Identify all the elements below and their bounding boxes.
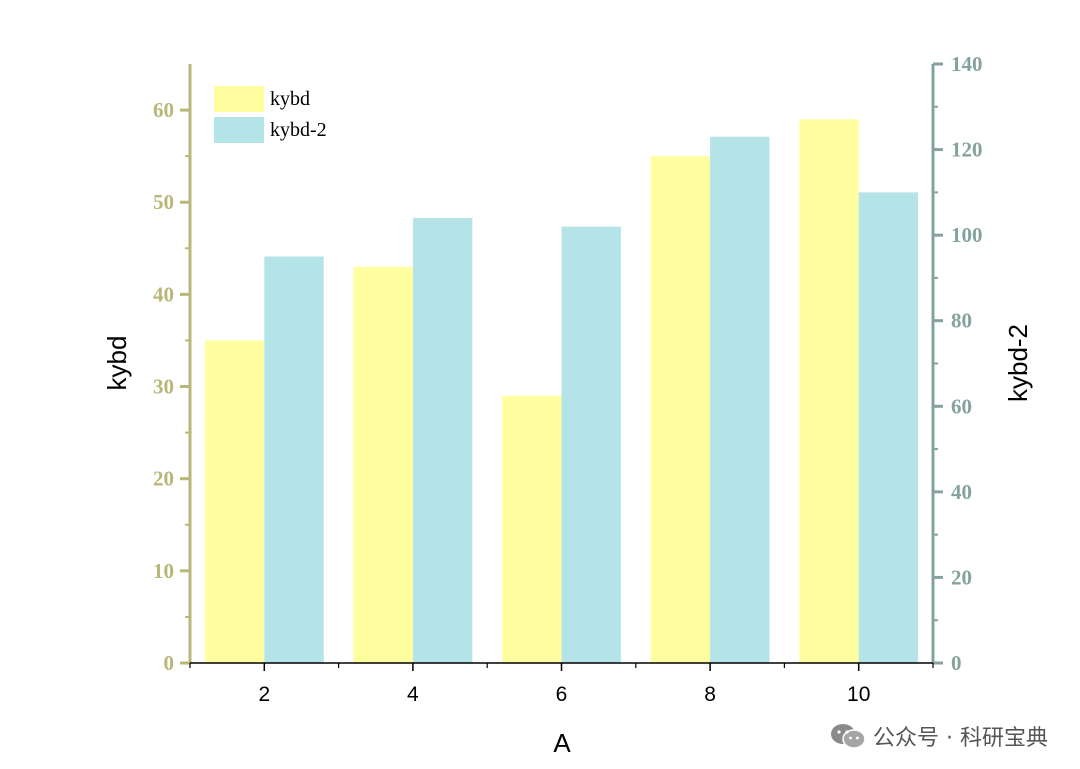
legend-label-kybd-2: kybd-2	[270, 119, 327, 141]
bar-kybd-2-4	[412, 218, 473, 663]
right-tick-label: 20	[951, 565, 972, 589]
bar-kybd-2-6	[561, 226, 621, 664]
bar-kybd-2-8	[710, 136, 770, 663]
left-tick-label: 50	[153, 190, 174, 214]
x-tick-label: 10	[847, 683, 870, 706]
watermark-text: 公众号 · 科研宝典	[873, 726, 1048, 751]
y-axis-title: kybd	[102, 336, 132, 391]
left-tick-label: 10	[153, 559, 174, 583]
bar-kybd-6	[502, 395, 562, 663]
right-tick-label: 40	[951, 480, 972, 504]
right-tick-label: 100	[951, 223, 983, 247]
legend: kybd kybd-2	[214, 86, 327, 143]
right-tick-label: 80	[951, 309, 972, 333]
bar-kybd-8	[650, 156, 711, 663]
left-tick-label: 30	[153, 375, 174, 399]
x-tick-label: 4	[407, 683, 419, 706]
legend-swatch-kybd	[214, 86, 264, 112]
legend-swatch-kybd-2	[214, 117, 264, 143]
bar-kybd-2	[204, 340, 265, 663]
bar-kybd-2-2	[264, 256, 324, 663]
bars	[204, 119, 919, 664]
watermark: 公众号 · 科研宝典	[829, 720, 1048, 752]
x-tick-label: 8	[704, 683, 716, 706]
ticks: 0 10 20 30 40 50 60 0 20 40 60 80 100 120 140 2 4 6 8 10	[153, 52, 983, 706]
bar-kybd-10	[799, 119, 859, 664]
right-tick-label: 0	[951, 651, 962, 675]
x-tick-label: 2	[258, 683, 270, 706]
right-tick-label: 140	[951, 52, 983, 76]
y2-axis-title: kybd-2	[1003, 324, 1033, 402]
x-axis-title: A	[553, 728, 571, 758]
x-tick-label: 6	[556, 683, 568, 706]
left-tick-label: 40	[153, 282, 174, 306]
left-tick-label: 0	[164, 651, 175, 675]
wechat-icon	[831, 724, 866, 749]
left-tick-label: 20	[153, 467, 174, 491]
legend-label-kybd: kybd	[270, 88, 310, 110]
bar-kybd-4	[353, 266, 413, 663]
bar-kybd-2-10	[858, 192, 919, 663]
right-tick-label: 120	[951, 138, 983, 162]
left-tick-label: 60	[153, 98, 174, 122]
right-tick-label: 60	[951, 394, 972, 418]
